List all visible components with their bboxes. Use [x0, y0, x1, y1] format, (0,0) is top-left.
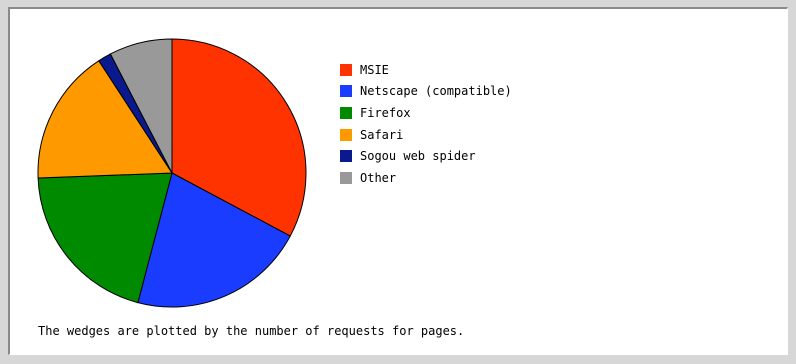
pie-slice-safari	[37, 60, 173, 179]
legend-item: Netscape (compatible)	[340, 81, 512, 103]
legend: MSIE Netscape (compatible) Firefox Safari So…	[340, 59, 512, 189]
legend-label: Safari	[360, 127, 404, 142]
legend-item: Sogou web spider	[340, 145, 512, 167]
chart-footnote: The wedges are plotted by the number of …	[38, 324, 465, 338]
legend-swatch	[340, 85, 352, 98]
legend-label: MSIE	[360, 62, 389, 77]
legend-item: MSIE	[340, 59, 512, 81]
legend-label: Firefox	[360, 105, 411, 120]
legend-item: Other	[340, 167, 512, 189]
legend-swatch	[340, 106, 352, 119]
legend-label: Sogou web spider	[360, 149, 476, 164]
legend-label: Netscape (compatible)	[360, 84, 512, 99]
pie-slice-msie	[171, 38, 307, 237]
pie-slice-netscape-compatible	[137, 172, 291, 308]
legend-swatch	[340, 128, 352, 141]
legend-swatch	[340, 150, 352, 163]
legend-label: Other	[360, 170, 397, 185]
legend-item: Firefox	[340, 102, 512, 124]
pie-slice-other	[109, 38, 173, 174]
pie-slice-firefox	[37, 172, 173, 304]
legend-item: Safari	[340, 124, 512, 146]
legend-swatch	[340, 171, 352, 184]
legend-swatch	[340, 63, 352, 76]
